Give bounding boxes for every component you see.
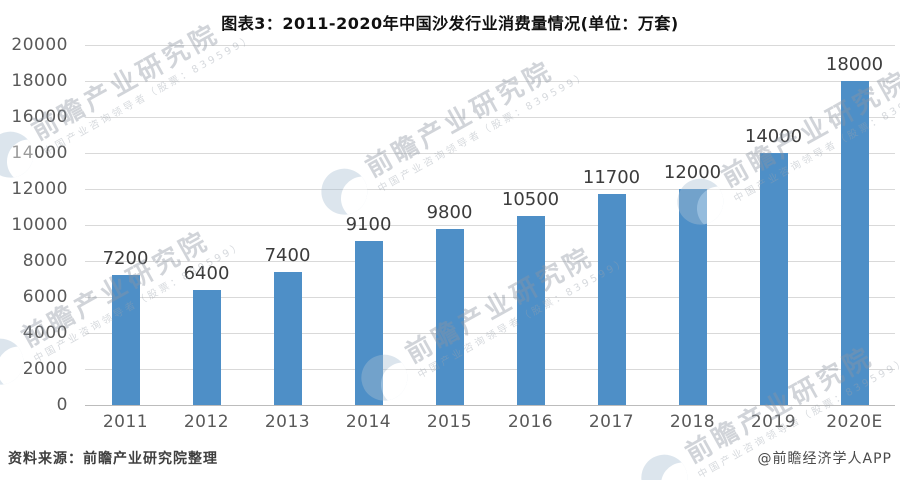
- x-axis-line: [85, 405, 895, 406]
- gridline: [85, 189, 895, 190]
- gridline: [85, 369, 895, 370]
- y-tick-label: 2000: [22, 359, 68, 379]
- gridline: [85, 153, 895, 154]
- x-tick-label-2020E: 2020E: [826, 412, 883, 432]
- data-label-2011: 7200: [102, 248, 149, 270]
- gridline: [85, 297, 895, 298]
- bar-2019: [759, 153, 788, 405]
- data-label-2018: 12000: [663, 162, 722, 183]
- data-label-2019: 14000: [744, 126, 803, 147]
- y-tick-label: 0: [56, 395, 68, 415]
- gridline: [85, 261, 895, 262]
- x-tick-label-2013: 2013: [264, 412, 311, 432]
- data-label-2016: 10500: [501, 189, 560, 210]
- gridline: [85, 117, 895, 118]
- y-tick-label: 12000: [11, 179, 68, 199]
- bar-2011: [111, 275, 140, 405]
- source-note: 资料来源：前瞻产业研究院整理: [8, 451, 218, 467]
- y-tick-label: 4000: [22, 323, 68, 343]
- bar-2020E: [840, 81, 869, 405]
- chart-title: 图表3：2011-2020年中国沙发行业消费量情况(单位：万套): [221, 14, 679, 33]
- bar-2018: [678, 189, 707, 405]
- bar-2015: [435, 228, 464, 405]
- x-tick-label-2014: 2014: [345, 412, 392, 432]
- x-tick-label-2015: 2015: [426, 412, 473, 432]
- data-label-2017: 11700: [582, 167, 641, 189]
- bar-2017: [597, 194, 626, 405]
- gridline: [85, 81, 895, 82]
- qianzhan-logo-icon: [633, 446, 696, 480]
- x-tick-label-2011: 2011: [102, 412, 149, 432]
- data-label-2012: 6400: [183, 262, 230, 284]
- x-tick-label-2018: 2018: [669, 412, 716, 432]
- gridline: [85, 45, 895, 46]
- y-tick-label: 14000: [11, 143, 68, 163]
- gridline: [85, 225, 895, 226]
- y-tick-label: 16000: [11, 107, 68, 127]
- y-axis: 0 2000 4000 6000 8000 10000 12000 14000 16000 180…: [0, 35, 74, 415]
- x-tick-label-2017: 2017: [588, 412, 635, 432]
- data-label-2015: 9800: [426, 201, 473, 223]
- y-tick-label: 6000: [22, 287, 68, 307]
- y-tick-label: 18000: [11, 71, 68, 91]
- y-tick-label: 8000: [22, 251, 68, 271]
- y-tick-label: 20000: [11, 35, 68, 55]
- x-tick-label-2012: 2012: [183, 412, 230, 432]
- credit-note: @前瞻经济学人APP: [757, 451, 892, 467]
- bar-2013: [273, 271, 302, 405]
- x-tick-label-2016: 2016: [507, 412, 554, 432]
- bar-2014: [354, 241, 383, 405]
- plot-area: 7200 6400 7400 9100 9800 10500 11700 12000 14000…: [85, 45, 895, 406]
- x-tick-label-2019: 2019: [750, 412, 797, 432]
- data-label-2020E: 18000: [825, 54, 884, 75]
- data-label-2013: 7400: [264, 244, 311, 266]
- bar-2016: [516, 216, 545, 405]
- data-label-2014: 9100: [345, 214, 392, 236]
- bar-2012: [192, 289, 221, 405]
- x-axis: 2011 2012 2013 2014 2015 2016 2017 2018 2019 2020…: [85, 412, 895, 436]
- gridline: [85, 333, 895, 334]
- y-tick-label: 10000: [11, 215, 68, 235]
